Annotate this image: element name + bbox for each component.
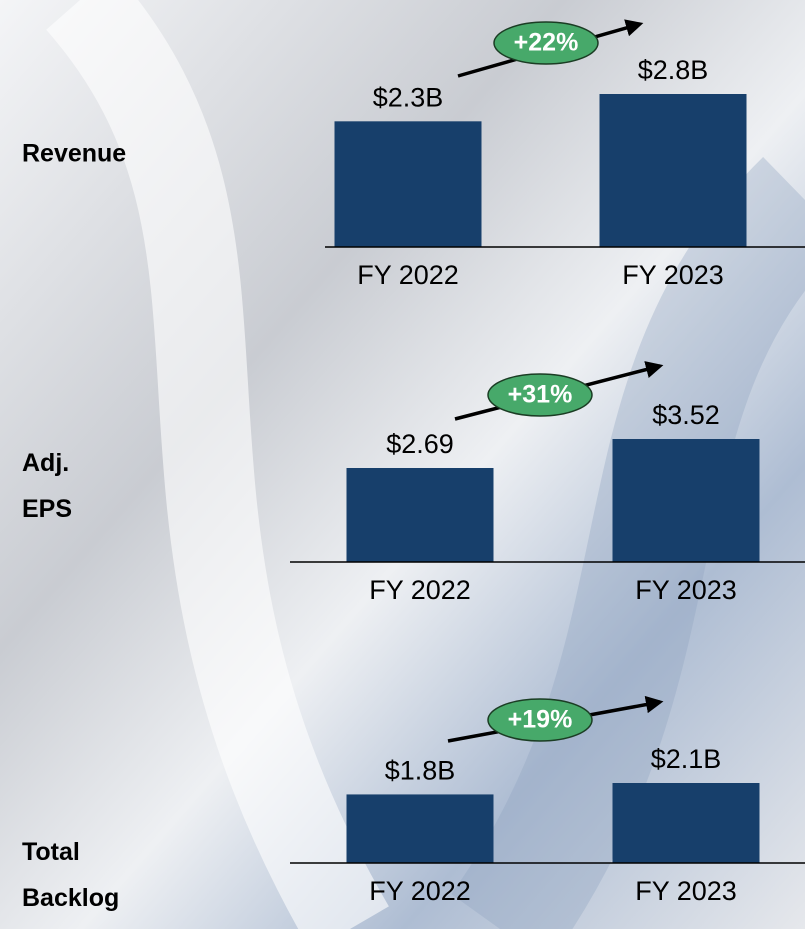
x-tick-label: FY 2023 (622, 260, 724, 290)
row-label-line: Backlog (22, 884, 119, 912)
growth-badge (487, 698, 593, 742)
x-tick-label: FY 2022 (357, 260, 459, 290)
bar (346, 794, 494, 863)
row-label: Total Backlog (22, 838, 119, 912)
value-label: $2.69 (386, 429, 454, 459)
row-label-line: Adj. (22, 449, 69, 477)
bar (612, 439, 760, 562)
row-label-line: Total (22, 838, 80, 866)
x-tick-label: FY 2022 (369, 575, 471, 605)
value-label: $1.8B (385, 756, 456, 786)
row-label: Revenue (22, 140, 126, 168)
growth-label: +31% (508, 381, 573, 409)
growth-badge (487, 373, 593, 417)
row-label-line: EPS (22, 495, 72, 523)
growth-label: +22% (514, 29, 579, 57)
value-label: $3.52 (652, 400, 720, 430)
growth-badge (493, 21, 599, 65)
x-tick-label: FY 2023 (635, 876, 737, 906)
x-tick-label: FY 2023 (635, 575, 737, 605)
row-label: Adj. EPS (22, 449, 72, 523)
value-label: $2.3B (373, 82, 444, 112)
bar (334, 121, 482, 247)
value-label: $2.1B (651, 744, 722, 774)
bar (612, 783, 760, 863)
growth-label: +19% (508, 706, 573, 734)
bar (346, 468, 494, 562)
x-tick-label: FY 2022 (369, 876, 471, 906)
background-swirl (46, 0, 389, 929)
value-label: $2.8B (638, 55, 709, 85)
bar (599, 94, 747, 247)
